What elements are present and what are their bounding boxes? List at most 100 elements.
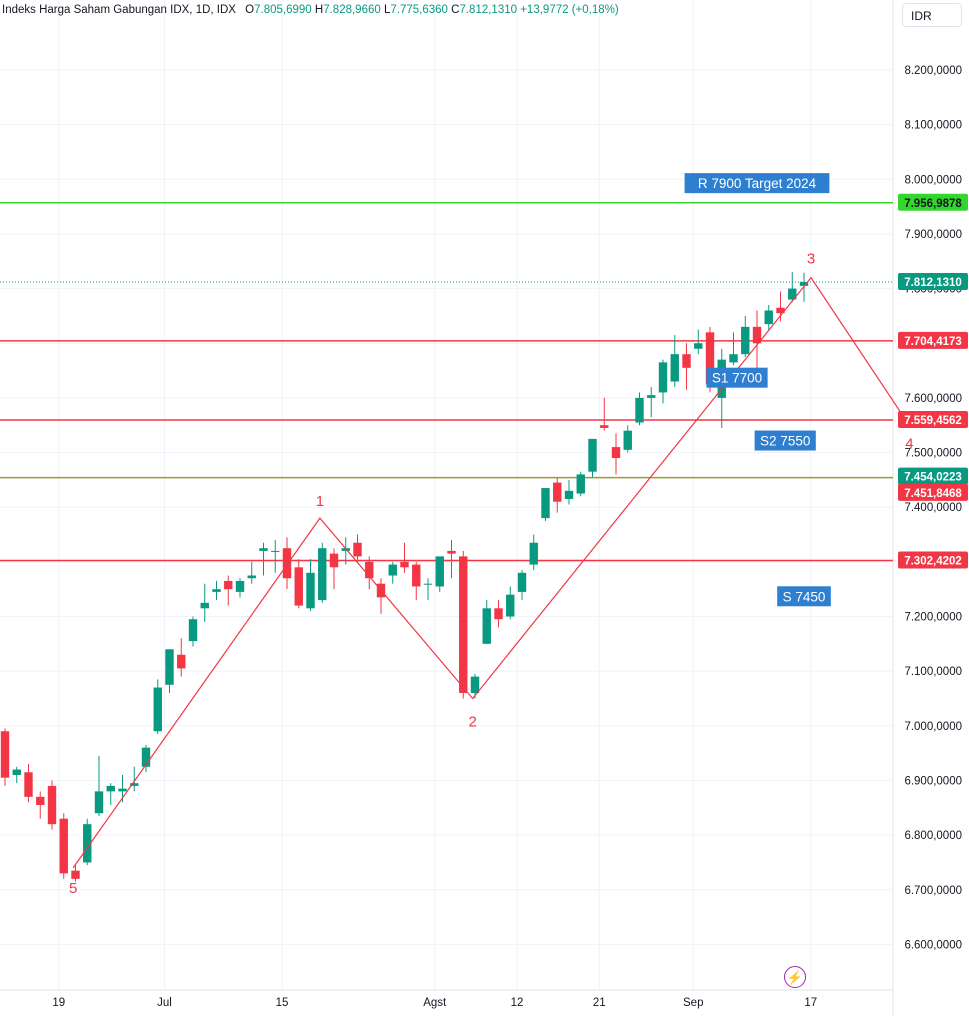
- price-badge: 7.704,4173: [898, 331, 968, 349]
- price-badge-label: 7.704,4173: [904, 336, 962, 348]
- price-badge-label: 7.302,4202: [904, 556, 962, 568]
- candle: [576, 471, 585, 497]
- symbol-title: Indeks Harga Saham Gabungan IDX, 1D, IDX: [2, 4, 236, 16]
- price-badge: 7.812,1310: [898, 272, 968, 290]
- candle: [294, 559, 303, 609]
- candle-body: [165, 649, 174, 685]
- candle: [247, 561, 256, 584]
- candle: [482, 600, 491, 644]
- price-badge-box: [898, 193, 968, 211]
- candle: [670, 335, 679, 387]
- candle-body: [36, 796, 45, 806]
- candle: [764, 304, 773, 330]
- candle: [694, 329, 703, 355]
- wave-label: 1: [316, 493, 324, 510]
- price-badge: 7.451,8468: [898, 483, 968, 501]
- candle-body: [47, 785, 57, 825]
- y-tick-label: 8.100,0000: [904, 120, 962, 132]
- candle-body: [682, 354, 691, 368]
- candle-body: [459, 556, 468, 694]
- candle: [259, 542, 268, 576]
- open-value: 7.805,6990: [254, 4, 312, 16]
- price-badge: 7.454,0223: [898, 467, 968, 485]
- candle: [271, 539, 280, 573]
- candle-body: [188, 619, 198, 642]
- candle-body: [694, 343, 703, 349]
- candle-body: [282, 548, 292, 579]
- candle-body: [118, 788, 127, 792]
- candle: [658, 359, 668, 404]
- close-value: 7.812,1310: [459, 4, 518, 16]
- x-tick-label: Sep: [683, 997, 703, 1009]
- x-tick-label: Agst: [423, 997, 447, 1009]
- annotation-box: [777, 586, 831, 607]
- price-badge-label: 7.812,1310: [904, 277, 962, 289]
- candle: [306, 559, 315, 612]
- candle: [59, 813, 68, 879]
- candle: [541, 488, 550, 521]
- candle-body: [670, 354, 679, 382]
- candle: [318, 542, 327, 603]
- candle: [376, 578, 386, 614]
- annotation-box: [684, 173, 830, 194]
- candle-body: [400, 561, 409, 568]
- candle-body: [59, 818, 68, 874]
- candle-body: [130, 783, 139, 786]
- chart-annotation: S 7450: [777, 586, 831, 607]
- price-badge: 7.956,9878: [898, 193, 968, 211]
- candle-body: [553, 482, 562, 502]
- lightning-icon[interactable]: ⚡: [784, 966, 806, 988]
- candle-body: [447, 550, 456, 554]
- elliott-wave-line: [72, 276, 908, 869]
- candle-body: [611, 447, 621, 459]
- candle: [400, 542, 409, 573]
- candle: [459, 550, 468, 699]
- candle: [506, 586, 515, 620]
- x-tick-label: Jul: [157, 997, 172, 1009]
- candle: [0, 728, 10, 786]
- candle-body: [0, 731, 10, 778]
- annotation-box: [754, 430, 816, 451]
- candle: [423, 578, 433, 601]
- candle-body: [541, 488, 550, 519]
- price-badge-label: 7.451,8468: [904, 488, 962, 500]
- candle: [224, 575, 233, 606]
- candle-body: [764, 310, 773, 325]
- candle: [682, 343, 691, 390]
- price-badge: 7.559,4562: [898, 411, 968, 429]
- x-tick-label: 12: [511, 997, 524, 1009]
- x-tick-label: 15: [276, 997, 289, 1009]
- y-tick-label: 6.700,0000: [904, 885, 962, 897]
- candle: [611, 433, 621, 475]
- candle-body: [235, 580, 245, 592]
- candle: [94, 755, 104, 816]
- candle-body: [212, 589, 221, 592]
- price-badge-label: 7.559,4562: [904, 415, 962, 427]
- candle: [71, 865, 80, 882]
- chart-annotation: R 7900 Target 2024: [684, 173, 830, 194]
- candle: [24, 764, 33, 803]
- candle-body: [306, 572, 315, 609]
- candle-body: [576, 474, 585, 494]
- price-badge-box: [898, 467, 968, 485]
- candle-body: [12, 769, 21, 775]
- chart-annotation: S2 7550: [754, 430, 816, 451]
- candle-body: [271, 550, 280, 552]
- candle: [36, 791, 45, 819]
- y-tick-label: 6.900,0000: [904, 775, 962, 787]
- candle: [353, 534, 362, 562]
- candle-body: [247, 575, 256, 579]
- candle: [106, 783, 115, 806]
- candle-body: [470, 676, 480, 694]
- candle: [635, 392, 644, 426]
- candle: [517, 570, 527, 601]
- candle: [788, 272, 797, 303]
- candle-body: [506, 594, 515, 617]
- candle-body: [588, 438, 597, 472]
- candle: [623, 425, 632, 453]
- y-tick-label: 6.800,0000: [904, 830, 962, 842]
- candle-body: [412, 564, 421, 587]
- candle: [165, 649, 174, 694]
- currency-selector[interactable]: IDR: [902, 3, 962, 27]
